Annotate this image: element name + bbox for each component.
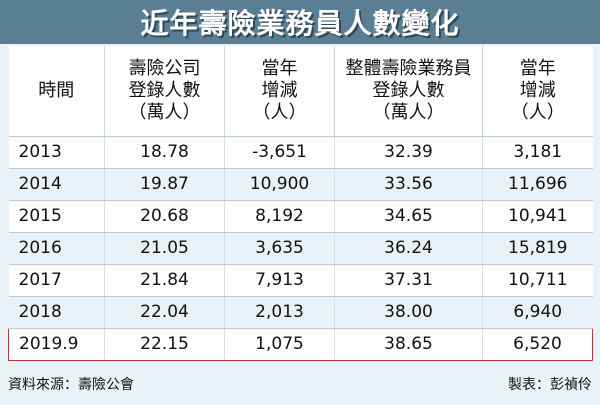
cell-total-change: 6,940 xyxy=(482,296,593,329)
cell-total-change: 10,941 xyxy=(482,200,593,233)
cell-year: 2016 xyxy=(8,232,105,265)
cell-company-count: 20.68 xyxy=(104,200,225,233)
cell-total-change: 6,520 xyxy=(482,327,593,361)
header-total-change: 當年 增減 （人） xyxy=(482,46,593,137)
cell-company-count: 19.87 xyxy=(104,168,225,201)
cell-company-change: 7,913 xyxy=(224,264,335,297)
data-table: 時間 壽險公司 登錄人數 （萬人） 當年 增減 （人） 整體壽險業務員 登錄人數… xyxy=(8,46,593,361)
cell-company-change: 1,075 xyxy=(224,327,335,361)
cell-total-change: 15,819 xyxy=(482,232,593,265)
table-row: 2017 21.84 7,913 37.31 10,711 xyxy=(8,264,593,297)
cell-total-count: 34.65 xyxy=(334,200,483,233)
table-row: 2018 22.04 2,013 38.00 6,940 xyxy=(8,296,593,329)
header-company-count: 壽險公司 登錄人數 （萬人） xyxy=(104,46,225,137)
header-company-change: 當年 增減 （人） xyxy=(224,46,335,137)
cell-year: 2018 xyxy=(8,296,105,329)
table-row: 2014 19.87 10,900 33.56 11,696 xyxy=(8,168,593,201)
cell-company-count: 18.78 xyxy=(104,136,225,169)
cell-total-count: 37.31 xyxy=(334,264,483,297)
cell-company-change: 3,635 xyxy=(224,232,335,265)
cell-company-change: 8,192 xyxy=(224,200,335,233)
title-bar: 近年壽險業務員人數變化 xyxy=(0,0,600,44)
cell-company-count: 22.15 xyxy=(104,327,225,361)
cell-year: 2014 xyxy=(8,168,105,201)
table-row: 2016 21.05 3,635 36.24 15,819 xyxy=(8,232,593,265)
cell-company-count: 21.05 xyxy=(104,232,225,265)
cell-total-count: 38.65 xyxy=(334,327,483,361)
cell-total-count: 36.24 xyxy=(334,232,483,265)
table-row: 2015 20.68 8,192 34.65 10,941 xyxy=(8,200,593,233)
header-time: 時間 xyxy=(8,46,105,137)
author-credit: 製表：彭禎伶 xyxy=(508,377,592,393)
cell-total-change: 11,696 xyxy=(482,168,593,201)
page-title: 近年壽險業務員人數變化 xyxy=(140,7,460,40)
cell-total-count: 33.56 xyxy=(334,168,483,201)
cell-company-change: 10,900 xyxy=(224,168,335,201)
cell-total-change: 3,181 xyxy=(482,136,593,169)
cell-total-count: 38.00 xyxy=(334,296,483,329)
cell-year: 2015 xyxy=(8,200,105,233)
footer: 資料來源：壽險公會 製表：彭禎伶 xyxy=(8,372,592,396)
cell-company-count: 22.04 xyxy=(104,296,225,329)
header-total-count: 整體壽險業務員 登錄人數 （萬人） xyxy=(334,46,483,137)
cell-company-change: -3,651 xyxy=(224,136,335,169)
cell-company-change: 2,013 xyxy=(224,296,335,329)
cell-year: 2019.9 xyxy=(8,327,105,361)
cell-year: 2017 xyxy=(8,264,105,297)
table-header-row: 時間 壽險公司 登錄人數 （萬人） 當年 增減 （人） 整體壽險業務員 登錄人數… xyxy=(8,46,593,137)
table-row: 2013 18.78 -3,651 32.39 3,181 xyxy=(8,136,593,169)
cell-total-count: 32.39 xyxy=(334,136,483,169)
cell-company-count: 21.84 xyxy=(104,264,225,297)
source-note: 資料來源：壽險公會 xyxy=(8,377,134,393)
cell-total-change: 10,711 xyxy=(482,264,593,297)
cell-year: 2013 xyxy=(8,136,105,169)
table-row-highlighted: 2019.9 22.15 1,075 38.65 6,520 xyxy=(8,327,593,361)
